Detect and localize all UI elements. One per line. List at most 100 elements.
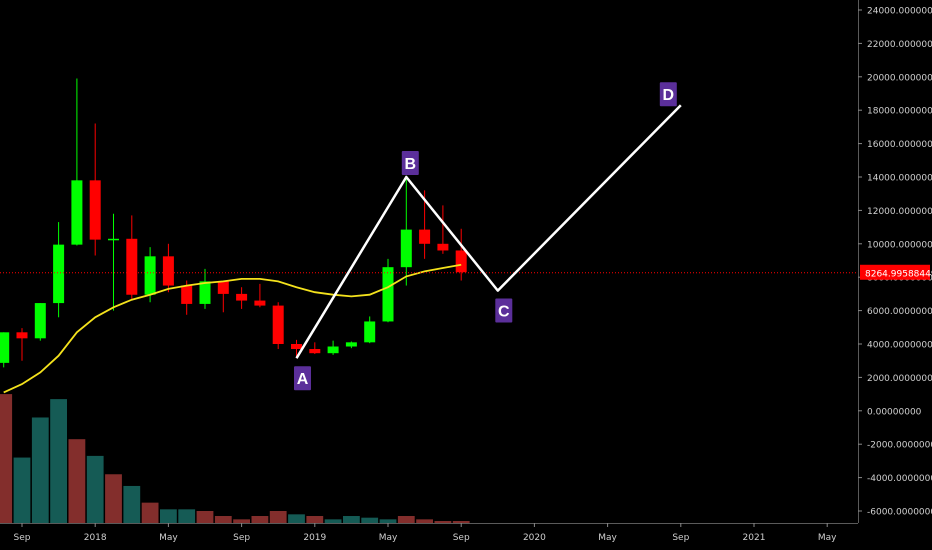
candle-2019-02 bbox=[327, 340, 339, 355]
candle-body-5 bbox=[89, 180, 101, 240]
current-price-tag: 8264.99588449 bbox=[860, 264, 932, 280]
volume-bar-12 bbox=[196, 511, 214, 523]
volume-bar-10 bbox=[160, 509, 177, 523]
y-tick-label: -6000.00000000 bbox=[867, 508, 932, 518]
candle-body-22 bbox=[400, 229, 412, 268]
candle-body-4 bbox=[71, 180, 83, 245]
candle-body-17 bbox=[309, 349, 321, 354]
x-tick-label: 2020 bbox=[523, 533, 546, 543]
volume-bar-19 bbox=[324, 519, 342, 523]
volume-bar-2 bbox=[13, 457, 31, 523]
y-tick-label: 0.00000000 bbox=[867, 407, 922, 417]
candle-2019-07 bbox=[419, 190, 431, 259]
candle-body-20 bbox=[364, 321, 376, 343]
candle-body-18 bbox=[327, 346, 339, 354]
candle-body-13 bbox=[236, 293, 248, 301]
y-tick-label: 2000.00000000 bbox=[867, 374, 932, 384]
x-tick-label: May bbox=[379, 533, 398, 543]
candle-2018-12 bbox=[291, 339, 302, 359]
candle-2018-07 bbox=[199, 268, 211, 309]
pattern-label-text: A bbox=[297, 371, 309, 388]
x-tick-label: May bbox=[159, 533, 178, 543]
candle-body-19 bbox=[345, 342, 357, 347]
volume-bar-20 bbox=[343, 516, 360, 523]
y-tick-label: 16000.00000000 bbox=[867, 140, 932, 150]
y-tick-label: 10000.00000000 bbox=[867, 240, 932, 250]
candle-2018-08 bbox=[217, 280, 229, 313]
time-axis[interactable]: Sep 2018 May Sep 2019 May Sep 2020 May Sep 2021 May bbox=[0, 523, 932, 550]
candle-2018-01 bbox=[89, 123, 101, 256]
price-tag-bg bbox=[860, 264, 930, 280]
candle-2019-04 bbox=[364, 316, 376, 344]
candle-body-21 bbox=[382, 267, 394, 322]
x-tick-label: Sep bbox=[672, 533, 689, 543]
candle-body-25 bbox=[455, 250, 467, 273]
x-tick-label: May bbox=[818, 533, 837, 543]
candle-2019-06 bbox=[400, 178, 412, 286]
candle-body-2 bbox=[34, 303, 46, 339]
y-tick-label: -2000.00000000 bbox=[867, 441, 932, 451]
volume-bar-8 bbox=[123, 485, 141, 523]
candle-body-24 bbox=[437, 243, 449, 251]
volume-bar-21 bbox=[361, 517, 379, 523]
x-tick-label: Sep bbox=[14, 533, 31, 543]
y-tick-label: 4000.00000000 bbox=[867, 341, 932, 351]
y-tick-label: 20000.00000000 bbox=[867, 73, 932, 83]
time-axis-bg bbox=[0, 523, 858, 550]
volume-bar-5 bbox=[68, 439, 86, 523]
pattern-point-A: A bbox=[294, 366, 311, 391]
y-tick-label: 14000.00000000 bbox=[867, 174, 932, 184]
y-tick-label: 6000.00000000 bbox=[867, 307, 932, 317]
pattern-label-text: B bbox=[405, 156, 417, 173]
pattern-label-box bbox=[401, 151, 419, 175]
candle-body-15 bbox=[272, 305, 284, 344]
candle-body-1 bbox=[16, 332, 28, 339]
volume-bar-13 bbox=[214, 516, 232, 523]
candle-body-16 bbox=[291, 344, 302, 350]
candle-body-11 bbox=[199, 281, 211, 304]
candle-body-8 bbox=[144, 256, 156, 295]
candle-2018-04 bbox=[144, 247, 156, 303]
pattern-label-box bbox=[495, 298, 513, 323]
abcd-pattern: A B C D bbox=[294, 82, 682, 391]
candle-2017-09 bbox=[16, 328, 28, 361]
candles bbox=[0, 78, 467, 368]
volume-bar-23 bbox=[397, 516, 415, 523]
candle-body-3 bbox=[53, 244, 65, 304]
candle-2019-08 bbox=[437, 205, 449, 254]
price-axis[interactable]: 24000.00000000 22000.00000000 20000.000000… bbox=[858, 0, 932, 550]
candle-2019-01 bbox=[309, 342, 321, 355]
candle-body-7 bbox=[126, 238, 138, 295]
x-tick-label: 2019 bbox=[303, 533, 326, 543]
axis-corner bbox=[858, 523, 932, 550]
volume-bar-9 bbox=[141, 502, 159, 523]
volume-bar-14 bbox=[233, 519, 250, 523]
ma-line bbox=[3, 263, 462, 394]
candle-2018-02 bbox=[108, 213, 119, 311]
y-tick-label: 18000.00000000 bbox=[867, 107, 932, 117]
candle-2018-11 bbox=[272, 302, 284, 350]
candle-body-12 bbox=[217, 281, 229, 294]
volume-bar-24 bbox=[416, 519, 433, 523]
y-tick-label: -4000.00000000 bbox=[867, 474, 932, 484]
volume-bar-26 bbox=[452, 521, 470, 523]
volume-bar-18 bbox=[306, 516, 324, 523]
volume-bar-22 bbox=[379, 519, 397, 523]
volume-bar-3 bbox=[31, 417, 49, 523]
volume-bar-1 bbox=[0, 394, 13, 523]
candle-body-23 bbox=[419, 229, 431, 244]
candle-body-14 bbox=[254, 300, 266, 306]
volume-bar-11 bbox=[178, 509, 196, 523]
candle-2017-10 bbox=[34, 303, 46, 341]
pattern-point-B: B bbox=[401, 151, 419, 175]
x-tick-label: 2018 bbox=[84, 533, 107, 543]
y-tick-label: 12000.00000000 bbox=[867, 207, 932, 217]
candle-2017-12 bbox=[71, 78, 83, 246]
pattern-label-text: C bbox=[498, 304, 510, 321]
x-tick-label: May bbox=[598, 533, 617, 543]
volume-bar-7 bbox=[105, 474, 122, 523]
candle-2017-11 bbox=[53, 222, 65, 318]
volume-bar-25 bbox=[434, 521, 452, 523]
